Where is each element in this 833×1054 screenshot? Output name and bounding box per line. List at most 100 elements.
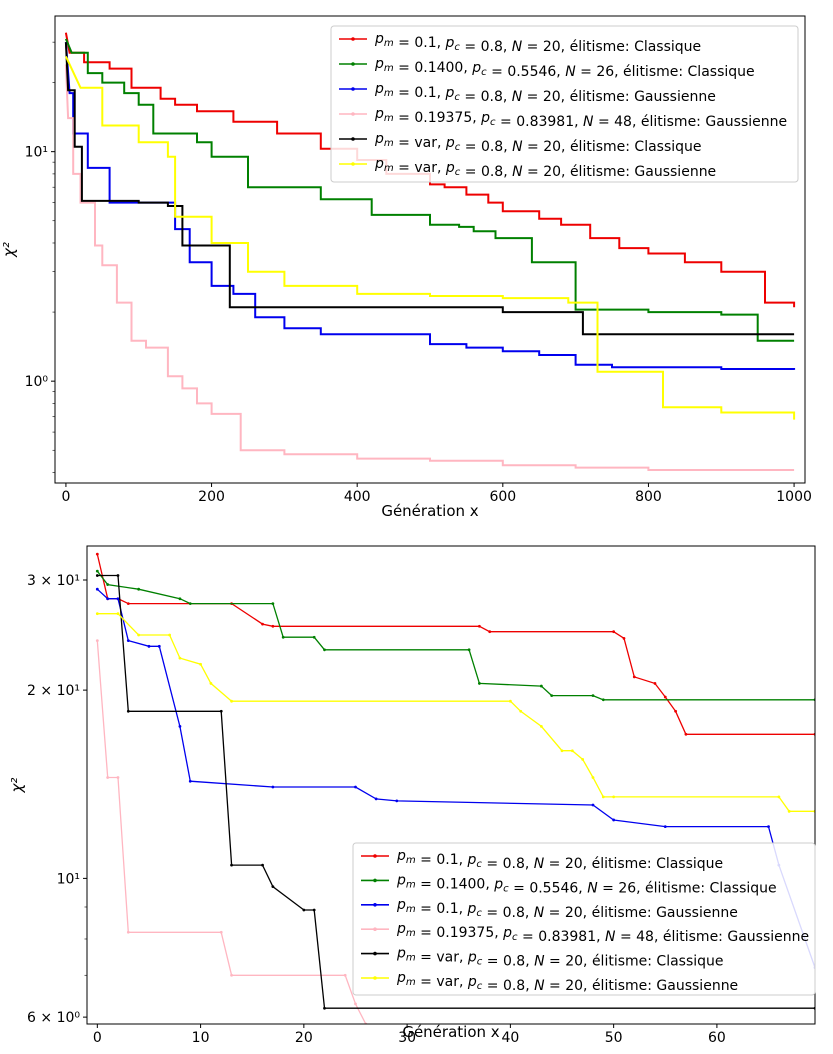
data-point: [209, 682, 213, 685]
data-point: [199, 662, 202, 666]
y-tick-label: 10¹: [25, 145, 48, 161]
data-point: [95, 587, 99, 591]
x-tick-label: 600: [489, 489, 516, 505]
data-point: [178, 656, 182, 660]
data-point: [591, 803, 595, 807]
data-point: [230, 699, 233, 703]
x-axis-label: Génération x: [381, 502, 478, 520]
data-point: [539, 684, 543, 688]
legend-marker: [351, 137, 355, 141]
data-point: [488, 630, 492, 634]
data-point: [354, 785, 357, 789]
y-tick-label: 3 × 10¹: [27, 573, 80, 589]
legend-label-5: pm = var, pc = 0.8, N = 20, élitisme: Ga…: [374, 156, 716, 180]
legend-marker: [373, 951, 377, 956]
data-point: [395, 799, 399, 803]
data-point: [622, 636, 626, 640]
x-tick-label: 40: [501, 1030, 519, 1046]
legend-marker: [351, 37, 355, 41]
data-point: [312, 908, 316, 912]
data-point: [261, 863, 264, 867]
data-point: [323, 648, 326, 652]
data-point: [178, 597, 182, 601]
series-line-0: [96, 553, 815, 735]
legend-label-2: pm = 0.1, pc = 0.8, N = 20, élitisme: Ga…: [374, 81, 716, 105]
x-axis-label: Génération x: [402, 1023, 499, 1041]
data-point: [550, 694, 554, 698]
series-line-3: [64, 64, 795, 471]
series-line-0: [64, 32, 796, 308]
data-point: [674, 709, 677, 713]
data-point: [767, 825, 770, 829]
data-point: [663, 695, 667, 699]
legend-label-0: pm = 0.1, pc = 0.8, N = 20, élitisme: Cl…: [396, 848, 723, 872]
data-point: [95, 612, 99, 616]
y-axis-label: χ²: [8, 778, 26, 794]
data-point: [95, 639, 99, 643]
data-point: [601, 698, 605, 702]
legend: pm = 0.1, pc = 0.8, N = 20, élitisme: Cl…: [330, 25, 799, 183]
data-point: [601, 795, 605, 799]
data-point: [323, 1006, 326, 1010]
plot-frame: [54, 15, 806, 484]
legend-marker: [351, 62, 355, 66]
data-point: [230, 863, 233, 867]
legend-marker: [373, 927, 377, 931]
data-point: [539, 724, 543, 728]
data-point: [137, 633, 141, 637]
legend-marker: [351, 87, 355, 91]
x-tick-label: 0: [61, 489, 70, 505]
series-line-4: [64, 42, 795, 336]
x-tick-label: 20: [295, 1030, 313, 1046]
data-point: [612, 818, 616, 822]
data-point: [188, 602, 192, 606]
data-point: [508, 699, 512, 703]
chart-top: 0 200 400 600 800 1000 10⁰ 10¹ Génération x χ² pm …: [0, 15, 812, 520]
series-line-5: [64, 55, 796, 420]
data-point: [137, 587, 141, 591]
series-line-1: [96, 570, 815, 701]
data-point: [168, 633, 172, 637]
x-tick-label: 50: [605, 1030, 623, 1046]
x-tick-label: 0: [93, 1030, 102, 1046]
data-point: [178, 724, 182, 728]
data-point: [126, 930, 130, 934]
legend-marker: [373, 976, 377, 980]
data-point: [95, 574, 99, 577]
data-point: [116, 612, 120, 616]
y-tick-label: 2 × 10¹: [27, 683, 80, 699]
data-point: [106, 583, 110, 586]
data-point: [477, 682, 481, 685]
data-point: [271, 602, 275, 606]
chart-bottom: 0 10 20 30 40 50 60 6 × 10⁰ 10¹ 2 × 10¹ 3 × 10¹ Gén…: [8, 545, 816, 1046]
y-tick-label: 6 × 10⁰: [27, 1010, 80, 1026]
legend-label-5: pm = var, pc = 0.8, N = 20, élitisme: Ga…: [396, 970, 738, 994]
x-tick-label: 800: [635, 489, 662, 505]
data-point: [188, 779, 192, 783]
data-point: [612, 630, 616, 634]
data-point: [106, 776, 110, 779]
data-point: [157, 644, 161, 648]
x-tick-label: 400: [344, 489, 371, 505]
data-point: [312, 635, 316, 639]
series-line-2: [96, 588, 815, 968]
data-point: [467, 648, 471, 652]
data-point: [126, 602, 130, 606]
data-point: [281, 635, 285, 639]
legend-label-2: pm = 0.1, pc = 0.8, N = 20, élitisme: Ga…: [396, 897, 738, 921]
data-point: [261, 622, 264, 626]
data-point: [374, 797, 378, 801]
data-point: [95, 569, 99, 573]
series-line-3: [96, 640, 367, 1024]
legend-label-4: pm = var, pc = 0.8, N = 20, élitisme: Cl…: [374, 131, 702, 155]
data-point: [684, 732, 688, 736]
data-point: [116, 597, 120, 601]
legend: pm = 0.1, pc = 0.8, N = 20, élitisme: Cl…: [352, 842, 816, 996]
data-point: [581, 757, 585, 761]
x-tick-label: 60: [708, 1030, 726, 1046]
y-tick-label: 10¹: [57, 871, 80, 887]
legend-label-4: pm = var, pc = 0.8, N = 20, élitisme: Cl…: [396, 946, 724, 970]
data-point: [612, 795, 616, 799]
series-line-2: [64, 42, 796, 370]
data-point: [126, 709, 130, 713]
